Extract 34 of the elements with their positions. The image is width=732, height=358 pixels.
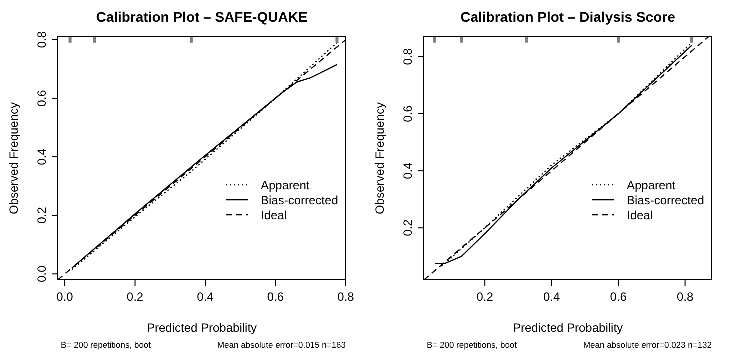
y-tick-label: 0.2: [401, 219, 415, 236]
y-tick-label: 0.4: [35, 148, 49, 166]
legend-label: Ideal: [627, 208, 654, 222]
y-axis-title: Observed Frequency: [373, 102, 387, 215]
legend-label: Bias-corrected: [627, 194, 704, 208]
legend-label: Bias-corrected: [261, 194, 338, 208]
x-tick-label: 0.4: [543, 290, 560, 304]
x-tick-label: 0.4: [197, 290, 214, 304]
x-axis-title: Predicted Probability: [512, 321, 624, 335]
y-tick-label: 0.8: [401, 48, 415, 66]
y-tick-label: 0.2: [35, 206, 49, 224]
y-tick-label: 0.4: [401, 162, 415, 180]
text: Mean absolute error=0.023 n=132: [583, 340, 712, 350]
y-axis-title: Observed Frequency: [7, 102, 21, 215]
text: Mean absolute error=0.015 n=163: [217, 340, 346, 350]
y-tick-label: 0.0: [35, 265, 49, 282]
legend-label: Apparent: [627, 178, 676, 192]
x-tick-label: 0.0: [56, 290, 74, 304]
x-tick-label: 0.2: [476, 290, 494, 304]
x-tick-label: 0.2: [126, 290, 144, 304]
x-tick-label: 0.6: [610, 290, 628, 304]
text: B= 200 repetitions, boot: [427, 340, 518, 350]
legend-label: Apparent: [261, 178, 310, 192]
x-tick-label: 0.8: [338, 290, 355, 304]
chart-title: Calibration Plot – SAFE-QUAKE: [96, 9, 308, 25]
x-tick-label: 0.6: [267, 290, 284, 304]
text: B= 200 repetitions, boot: [61, 340, 152, 350]
legend-label: Ideal: [261, 208, 288, 222]
chart-title: Calibration Plot – Dialysis Score: [460, 9, 676, 25]
y-tick-label: 0.8: [35, 31, 49, 48]
x-tick-label: 0.8: [676, 290, 694, 304]
y-tick-label: 0.6: [401, 105, 415, 122]
x-axis-title: Predicted Probability: [146, 321, 258, 335]
y-tick-label: 0.6: [35, 90, 49, 107]
